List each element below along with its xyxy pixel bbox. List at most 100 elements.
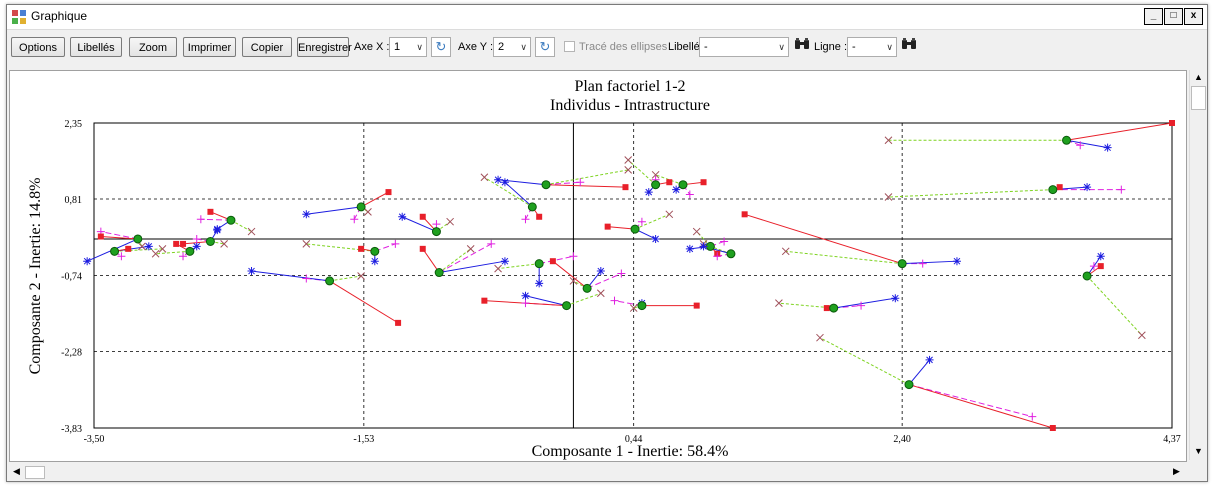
plus-point	[391, 239, 400, 248]
link-line-blue	[525, 295, 567, 307]
libelles-button[interactable]: Libellés	[70, 37, 122, 57]
star-point	[500, 257, 509, 266]
square-point	[536, 213, 543, 220]
star-point	[952, 257, 961, 266]
link-line-red	[329, 280, 399, 324]
chevron-down-icon: ∨	[886, 42, 893, 52]
y-tick-label: -0,74	[61, 272, 82, 283]
horizontal-scrollbar[interactable]: ◀ ▶	[9, 465, 1185, 479]
link-line-brown	[545, 169, 629, 186]
x-cross-point	[816, 333, 824, 342]
ellipses-checkbox[interactable]	[564, 41, 575, 52]
x-tick-label: 0,44	[625, 434, 643, 445]
axe-y-select[interactable]: 2 ∨	[493, 37, 531, 57]
x-cross-point	[480, 173, 489, 182]
link-line-red	[744, 213, 903, 265]
x-cross-point	[302, 240, 311, 248]
ligne-select[interactable]: - ∨	[847, 37, 897, 57]
center-point	[582, 283, 592, 293]
plus-point	[576, 178, 585, 187]
copier-button[interactable]: Copier	[242, 37, 292, 57]
x-cross-point	[220, 240, 228, 248]
link-line-magenta	[539, 255, 574, 265]
x-cross-point	[781, 247, 790, 256]
link-line-brown	[306, 243, 375, 252]
enregistrer-button[interactable]: Enregistrer	[297, 37, 352, 57]
star-point	[535, 279, 544, 288]
center-point	[431, 227, 441, 237]
center-point	[434, 268, 444, 278]
axe-y-label: Axe Y :	[458, 41, 494, 53]
center-point	[356, 202, 366, 212]
center-point	[637, 301, 647, 311]
tick-labels: -3,50 -1,53 0,44 2,40 4,37 2,35 0,81 -0,74 -2,28…	[61, 119, 1181, 445]
x-cross-point	[624, 166, 633, 174]
axe-x-select[interactable]: 1 ∨	[389, 37, 427, 57]
link-line-red	[360, 191, 389, 208]
star-point	[83, 257, 92, 266]
zoom-button[interactable]: Zoom	[129, 37, 177, 57]
ligne-search-binoculars-icon[interactable]	[900, 37, 918, 57]
window-title: Graphique	[31, 9, 88, 23]
center-point	[562, 301, 572, 311]
plus-point	[637, 217, 646, 226]
data-marks	[83, 120, 1175, 431]
star-point	[192, 242, 201, 251]
x-cross-point	[665, 210, 674, 219]
center-point	[1062, 135, 1072, 145]
link-line-red	[100, 236, 138, 240]
libelle-search-binoculars-icon[interactable]	[793, 37, 811, 57]
options-button[interactable]: Options	[11, 37, 65, 57]
plus-point	[192, 234, 201, 243]
close-button[interactable]: x	[1184, 8, 1203, 25]
vertical-scrollbar[interactable]: ▲ ▼	[1189, 70, 1206, 460]
center-point	[1048, 185, 1058, 195]
vertical-scroll-thumb[interactable]	[1191, 86, 1206, 110]
plus-point	[1089, 262, 1098, 271]
square-point	[693, 302, 700, 309]
square-point	[173, 240, 180, 247]
scroll-down-icon[interactable]: ▼	[1194, 446, 1203, 456]
center-point	[904, 380, 914, 390]
plus-point	[569, 252, 578, 261]
center-point	[185, 246, 195, 256]
x-cross-point	[884, 193, 893, 201]
scroll-up-icon[interactable]: ▲	[1194, 72, 1203, 82]
libelle-label: Libellé :	[668, 41, 706, 53]
square-point	[1056, 184, 1063, 191]
link-line-red	[1066, 122, 1173, 141]
maximize-button[interactable]: □	[1164, 8, 1183, 25]
chart-area[interactable]: Plan factoriel 1-2 Individus - Intrastru…	[9, 70, 1187, 462]
star-point	[1083, 183, 1092, 192]
plus-point	[720, 237, 729, 246]
axe-x-refresh-icon[interactable]: ↻	[431, 37, 451, 57]
x-cross-point	[138, 242, 146, 251]
scroll-left-icon[interactable]: ◀	[13, 466, 20, 476]
link-line-magenta	[438, 243, 492, 273]
x-cross-point	[357, 272, 365, 280]
minimize-button[interactable]: _	[1144, 8, 1163, 25]
square-point	[125, 245, 132, 252]
y-tick-label: 2,35	[65, 119, 83, 130]
plus-point	[1076, 141, 1085, 150]
link-line-blue	[251, 270, 330, 282]
libelle-select[interactable]: - ∨	[699, 37, 789, 57]
square-point	[741, 211, 748, 218]
x-cross-point	[651, 170, 660, 179]
plus-point	[350, 215, 359, 224]
square-point	[419, 213, 426, 220]
x-tick-label: 2,40	[893, 434, 911, 445]
star-point	[685, 244, 694, 253]
imprimer-button[interactable]: Imprimer	[183, 37, 236, 57]
link-line-blue	[504, 181, 533, 208]
link-line-red	[908, 384, 1053, 429]
axe-y-refresh-icon[interactable]: ↻	[535, 37, 555, 57]
square-point	[604, 223, 611, 230]
horizontal-scroll-thumb[interactable]	[25, 466, 45, 479]
axe-x-value: 1	[394, 41, 401, 53]
link-line-brown	[230, 219, 252, 233]
title-bar[interactable]: Graphique _ □ x	[7, 5, 1207, 30]
scroll-right-icon[interactable]: ▶	[1173, 466, 1180, 476]
center-point	[534, 259, 544, 269]
x-cross-point	[494, 264, 502, 273]
